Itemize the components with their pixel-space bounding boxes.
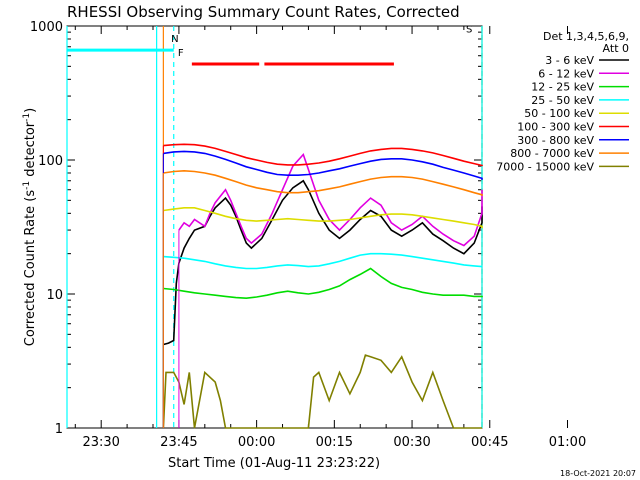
state-bar-label: F (178, 48, 184, 59)
series-line (163, 169, 483, 196)
series-line (163, 179, 483, 346)
legend-entry-label: 3 - 6 keV (545, 54, 594, 67)
legend-entry-label: 25 - 50 keV (531, 94, 594, 107)
footer-timestamp: 18-Oct-2021 20:07 (560, 469, 636, 478)
y-axis-label: Corrected Count Rate (s-1 detector-1) (22, 108, 38, 346)
state-bars: NF S (67, 24, 472, 66)
series-line (162, 354, 482, 429)
state-bar-label: S (466, 24, 472, 35)
legend-entry-label: 7000 - 15000 keV (496, 160, 594, 173)
series-line (163, 143, 483, 167)
x-tick-label: 00:00 (238, 435, 275, 450)
legend-header-line-1: Det 1,3,4,5,6,9, (543, 30, 629, 43)
series-line (163, 267, 483, 300)
y-tick-label: 1000 (30, 20, 63, 35)
x-tick-label: 00:15 (316, 435, 353, 450)
y-axis: 1 10 100 1000 (30, 20, 482, 437)
x-tick-label: 00:45 (471, 435, 508, 450)
legend-entry-label: 12 - 25 keV (531, 81, 594, 94)
x-tick-label: 00:30 (393, 435, 430, 450)
series-line (163, 207, 483, 229)
chart-title: RHESSI Observing Summary Count Rates, Co… (67, 3, 460, 21)
series-lines (162, 143, 483, 429)
state-bar-label: N (171, 34, 178, 45)
y-tick-label: 100 (38, 154, 63, 169)
legend-entry-label: 6 - 12 keV (538, 67, 594, 80)
x-tick-label: 23:45 (160, 435, 197, 450)
legend-header-line-2: Att 0 (603, 42, 629, 55)
x-tick-label: 01:00 (549, 435, 586, 450)
series-line (178, 152, 483, 247)
x-tick-label: 23:30 (82, 435, 119, 450)
series-line (163, 150, 483, 180)
legend-entry-label: 50 - 100 keV (524, 107, 594, 120)
legend-entry-label: 300 - 800 keV (517, 134, 594, 147)
y-tick-label: 1 (55, 422, 63, 437)
y-tick-label: 10 (46, 288, 63, 303)
x-axis: 23:30 23:45 00:00 00:15 00:30 00:45 01:00 (74, 26, 586, 450)
legend-entry-label: 100 - 300 keV (517, 121, 594, 134)
legend-entry-label: 800 - 7000 keV (510, 147, 594, 160)
x-axis-label: Start Time (01-Aug-11 23:23:22) (168, 456, 380, 471)
series-line (163, 252, 483, 270)
